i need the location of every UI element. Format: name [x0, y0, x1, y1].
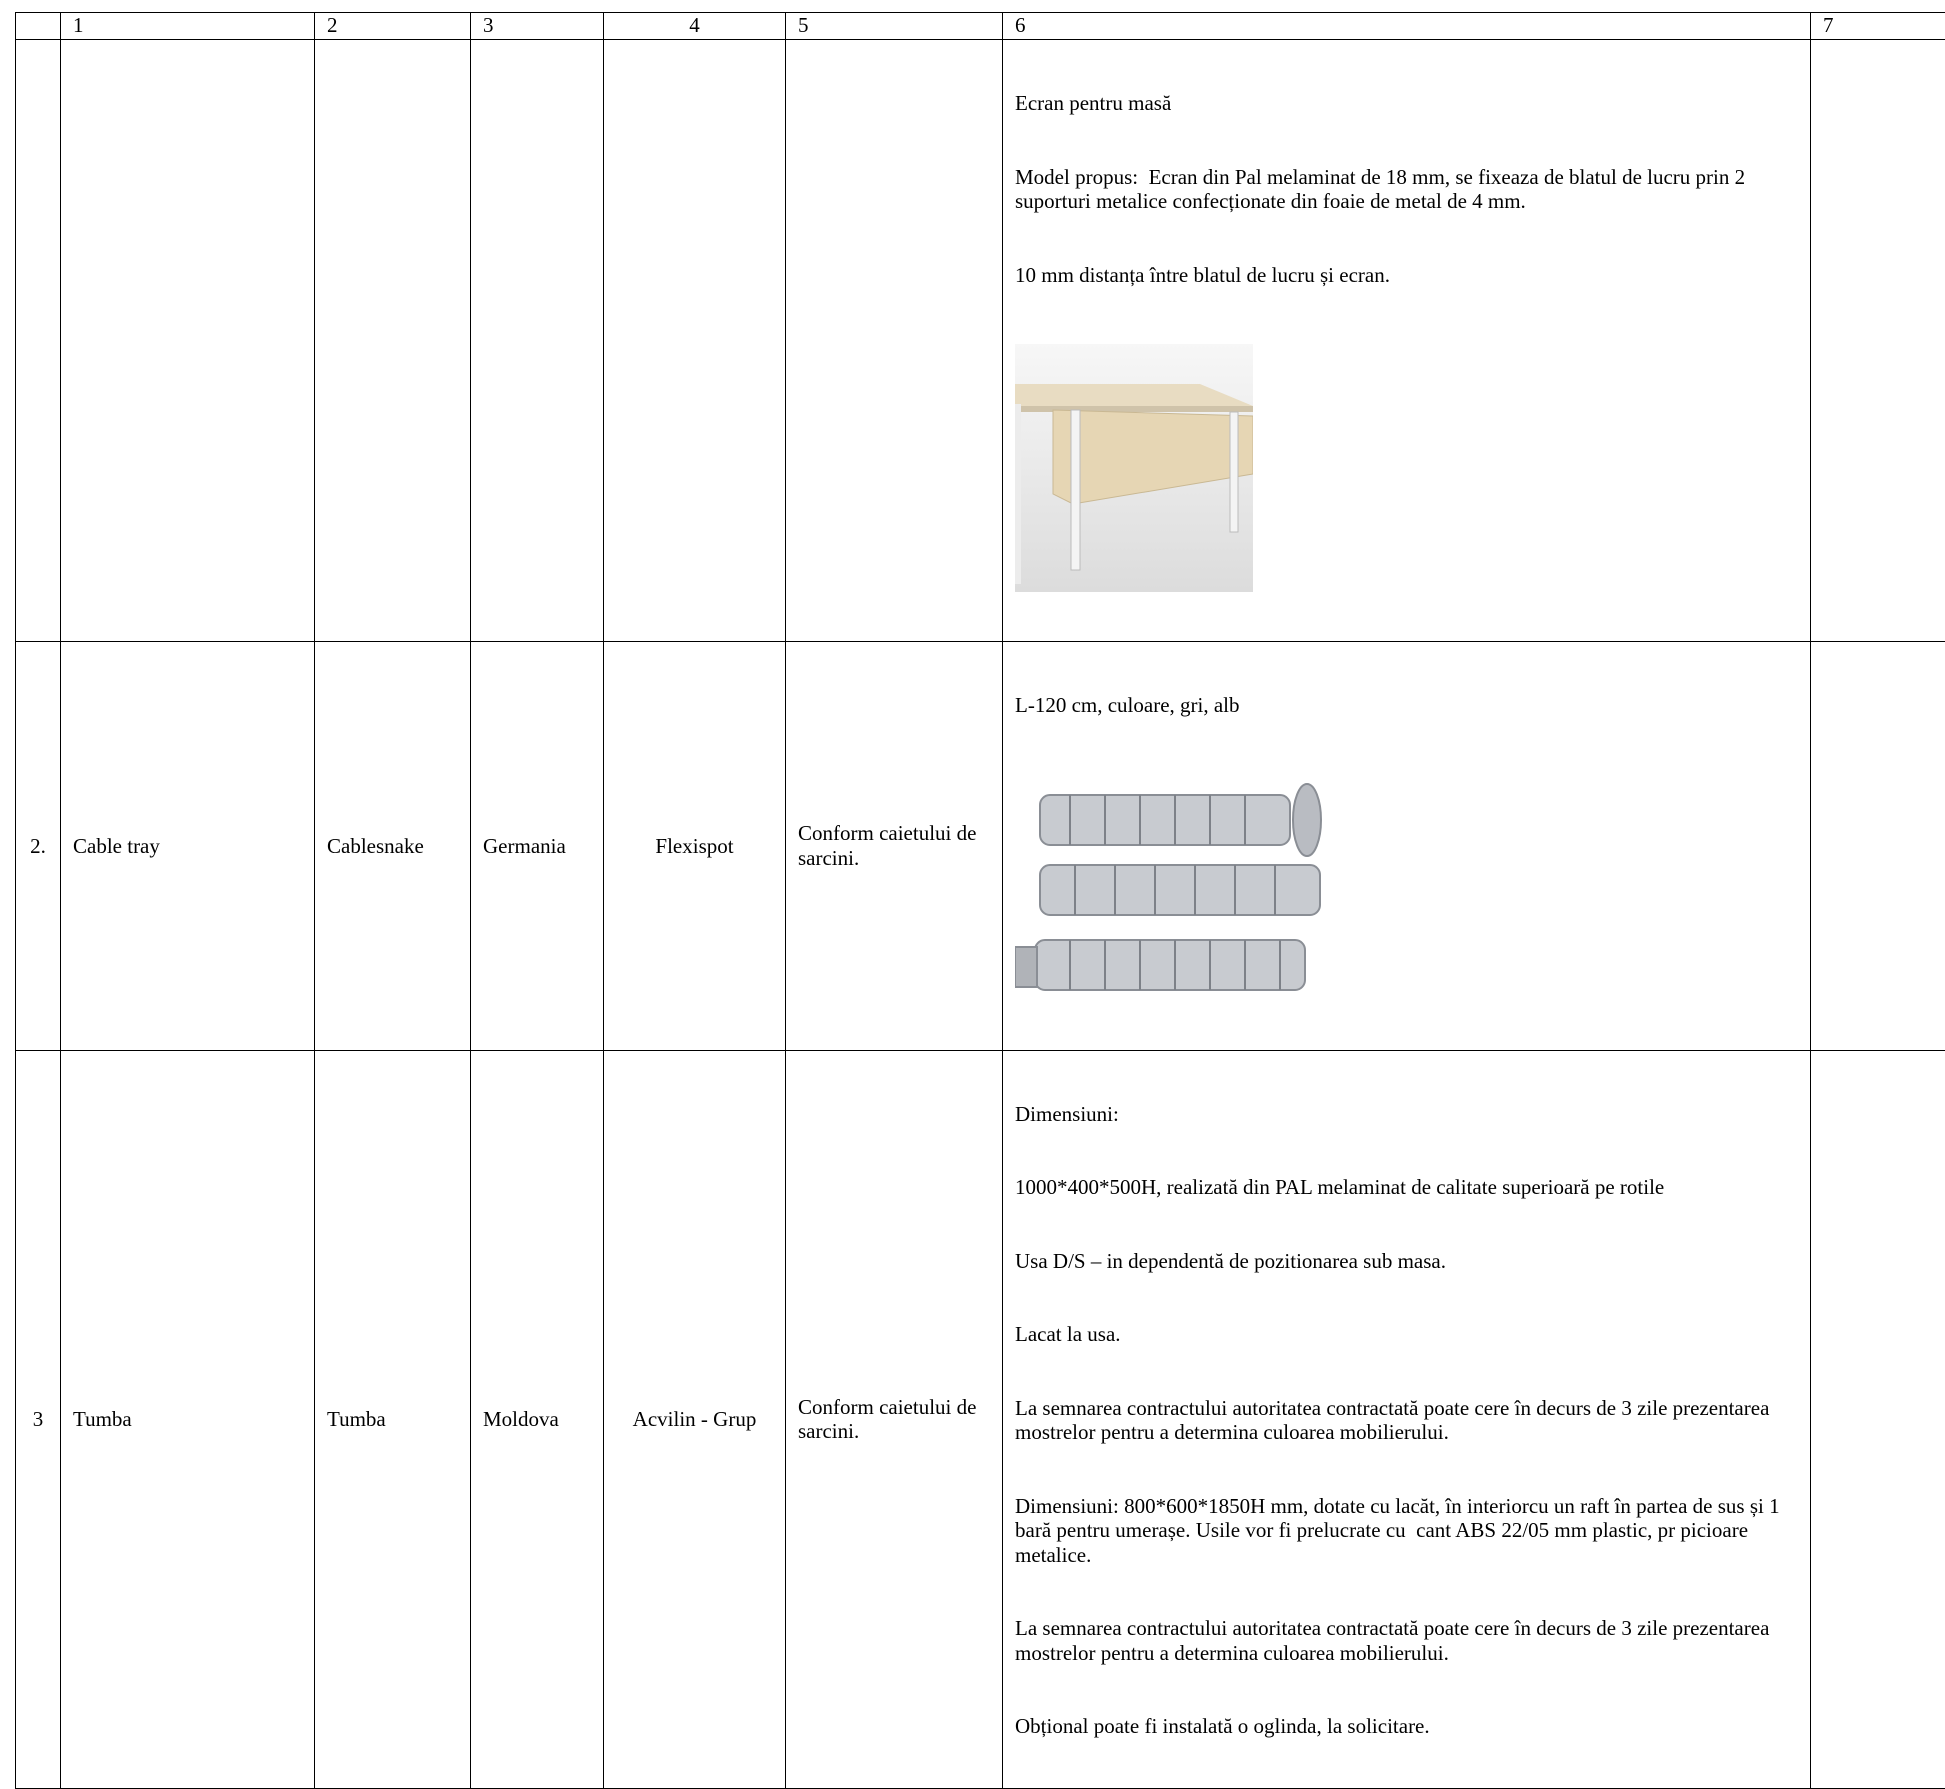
- cell: Tumba: [61, 1050, 315, 1788]
- description-cell: Ecran pentru masă Model propus: Ecran di…: [1003, 40, 1811, 642]
- description-line: Usa D/S – in dependentă de pozitionarea …: [1015, 1249, 1798, 1274]
- cell: Flexispot: [604, 642, 786, 1051]
- description-cell: Dimensiuni: 1000*400*500H, realizată din…: [1003, 1050, 1811, 1788]
- description-line: 1000*400*500H, realizată din PAL melamin…: [1015, 1175, 1798, 1200]
- cell: Tumba: [315, 1050, 471, 1788]
- description-line: L-120 cm, culoare, gri, alb: [1015, 693, 1798, 718]
- cell: [1811, 642, 1945, 1051]
- cell: [786, 40, 1003, 642]
- cell: Cablesnake: [315, 642, 471, 1051]
- cell: 3: [16, 1050, 61, 1788]
- header-cell: 2: [315, 13, 471, 40]
- header-cell: 5: [786, 13, 1003, 40]
- header-cell: 3: [471, 13, 604, 40]
- cell: 2.: [16, 642, 61, 1051]
- header-row: 1 2 3 4 5 6 7: [16, 13, 1945, 40]
- description-line: 10 mm distanța între blatul de lucru și …: [1015, 263, 1798, 288]
- description-line: Ecran pentru masă: [1015, 91, 1798, 116]
- description-cell: L-120 cm, culoare, gri, alb: [1003, 642, 1811, 1051]
- cell: Conform caietului de sarcini.: [786, 642, 1003, 1051]
- cell: Moldova: [471, 1050, 604, 1788]
- description-line: La semnarea contractului autoritatea con…: [1015, 1616, 1798, 1665]
- description-line: Lacat la usa.: [1015, 1322, 1798, 1347]
- cell: [1811, 40, 1945, 642]
- header-cell: [16, 13, 61, 40]
- page: 1 2 3 4 5 6 7 Ecran pentru masă Model pr…: [0, 0, 1945, 1181]
- cell: Cable tray: [61, 642, 315, 1051]
- cell: Acvilin - Grup: [604, 1050, 786, 1788]
- spec-table: 1 2 3 4 5 6 7 Ecran pentru masă Model pr…: [15, 12, 1945, 1789]
- screen-image: [1015, 344, 1253, 592]
- cell: [604, 40, 786, 642]
- header-cell: 4: [604, 13, 786, 40]
- cell: Germania: [471, 642, 604, 1051]
- description-line: Model propus: Ecran din Pal melaminat de…: [1015, 165, 1798, 214]
- row: 3 Tumba Tumba Moldova Acvilin - Grup Con…: [16, 1050, 1945, 1788]
- description-line: Dimensiuni: 800*600*1850H mm, dotate cu …: [1015, 1494, 1798, 1568]
- cable-image: [1015, 775, 1337, 1001]
- header-cell: 7: [1811, 13, 1945, 40]
- cell: Conform caietului de sarcini.: [786, 1050, 1003, 1788]
- cell: [1811, 1050, 1945, 1788]
- description-line: Dimensiuni:: [1015, 1102, 1798, 1127]
- header-cell: 1: [61, 13, 315, 40]
- row: 2. Cable tray Cablesnake Germania Flexis…: [16, 642, 1945, 1051]
- description-line: Obțional poate fi instalată o oglinda, l…: [1015, 1714, 1798, 1739]
- cell: [471, 40, 604, 642]
- description-line: La semnarea contractului autoritatea con…: [1015, 1396, 1798, 1445]
- cell: [315, 40, 471, 642]
- row: Ecran pentru masă Model propus: Ecran di…: [16, 40, 1945, 642]
- cell: [61, 40, 315, 642]
- cell: [16, 40, 61, 642]
- header-cell: 6: [1003, 13, 1811, 40]
